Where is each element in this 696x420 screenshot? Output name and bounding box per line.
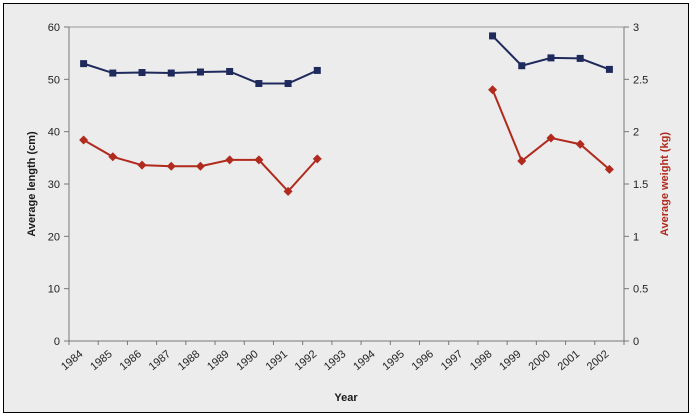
x-tick-label: 1984 <box>59 348 85 373</box>
series-1-point <box>489 32 497 40</box>
series-1-point <box>226 67 234 75</box>
series-1-point <box>313 66 321 74</box>
x-tick-label: 1991 <box>264 348 290 373</box>
y-right-tick-label: 2.5 <box>633 74 648 86</box>
x-tick-label: 1993 <box>322 348 348 373</box>
x-tick-label: 1985 <box>88 348 114 373</box>
x-axis-title: Year <box>334 392 358 404</box>
series-1-point <box>576 54 584 62</box>
y-left-tick-label: 50 <box>48 74 60 86</box>
series-1-point <box>109 69 117 77</box>
x-tick-label: 2001 <box>556 348 582 373</box>
x-tick-label: 1997 <box>439 348 465 373</box>
x-tick-label: 1988 <box>176 348 202 373</box>
tick-marks <box>64 26 629 345</box>
series-1-point <box>80 60 88 68</box>
series-2-point <box>137 160 147 170</box>
y-axis-left-title: Average length (cm) <box>26 131 38 237</box>
x-tick-label: 1999 <box>497 348 523 373</box>
series-1-point <box>138 69 146 77</box>
y-right-tick-label: 3 <box>633 22 639 34</box>
y-axis-right-title: Average weight (kg) <box>659 132 671 236</box>
y-left-tick-label: 20 <box>48 231 60 243</box>
x-tick-label: 1989 <box>205 348 231 373</box>
series-1-point <box>167 69 175 77</box>
y-right-tick-label: 0 <box>633 336 639 348</box>
data-series <box>79 32 614 196</box>
chart-frame: 0 10 20 30 40 50 60 0 0.5 1 1.5 2 2.5 3 1984 1985 1986 19… <box>3 3 689 413</box>
x-tick-label: 1996 <box>410 348 436 373</box>
x-tick-label: 1987 <box>147 348 173 373</box>
series-2-point <box>283 186 293 196</box>
x-tick-label: 1998 <box>468 348 494 373</box>
y-left-tick-label: 10 <box>48 284 60 296</box>
x-tick-label: 1992 <box>293 348 319 373</box>
series-2-point <box>575 139 585 149</box>
series-2-point <box>108 152 118 162</box>
x-tick-label: 2002 <box>585 348 611 373</box>
series-2-point <box>166 161 176 171</box>
series-1-point <box>196 68 204 76</box>
y-left-tick-label: 30 <box>48 179 60 191</box>
y-right-tick-label: 1.5 <box>633 179 648 191</box>
series-1-point <box>518 62 526 70</box>
series-2-point <box>312 154 322 164</box>
plot-area <box>69 27 624 341</box>
x-tick-label: 2000 <box>526 348 552 373</box>
series-2-point <box>546 133 556 143</box>
x-tick-label: 1986 <box>117 348 143 373</box>
series-1-point <box>284 80 292 88</box>
y-right-tick-label: 2 <box>633 127 639 139</box>
y-left-tick-label: 0 <box>54 336 60 348</box>
y-left-tick-label: 40 <box>48 127 60 139</box>
series-2-point <box>225 155 235 165</box>
series-2-point <box>79 135 89 145</box>
series-1-point <box>605 65 613 73</box>
series-2-point <box>488 85 498 95</box>
y-right-tick-label: 1 <box>633 231 639 243</box>
series-2-point <box>517 156 527 166</box>
x-tick-label: 1990 <box>234 348 260 373</box>
series-2-point <box>195 161 205 171</box>
y-left-tick-label: 60 <box>48 22 60 34</box>
series-2-point <box>604 164 614 174</box>
x-tick-label: 1995 <box>380 348 406 373</box>
series-1-point <box>547 54 555 62</box>
y-right-tick-label: 0.5 <box>633 284 648 296</box>
series-1-point <box>255 80 263 88</box>
x-tick-label: 1994 <box>351 348 377 373</box>
